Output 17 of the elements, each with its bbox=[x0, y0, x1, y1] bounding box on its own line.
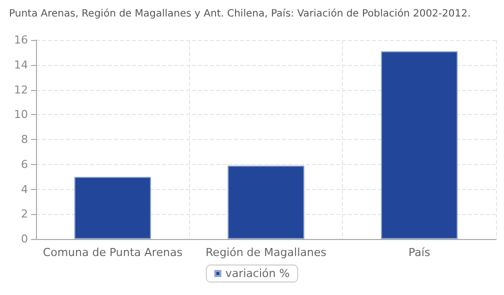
y-tick-label: 12 bbox=[14, 83, 28, 96]
y-tick-label: 6 bbox=[21, 158, 28, 171]
chart-title: Punta Arenas, Región de Magallanes y Ant. Chilena, País: Variación de Población 2002-2012. bbox=[9, 8, 471, 20]
y-tick-label: 2 bbox=[21, 208, 28, 221]
bar bbox=[381, 51, 458, 239]
x-tick-label: País bbox=[408, 246, 430, 259]
legend-label: variación % bbox=[225, 267, 290, 280]
y-tick-label: 10 bbox=[14, 108, 28, 122]
bar bbox=[228, 166, 304, 239]
y-tick-label: 4 bbox=[21, 182, 28, 196]
y-tick-label: 0 bbox=[21, 232, 28, 246]
y-tick-label: 16 bbox=[14, 34, 28, 46]
y-tick-label: 8 bbox=[21, 133, 28, 146]
x-tick-label: Región de Magallanes bbox=[206, 246, 327, 259]
bar bbox=[74, 176, 151, 239]
x-tick-label: Comuna de Punta Arenas bbox=[42, 246, 183, 259]
y-tick-label: 14 bbox=[14, 58, 28, 72]
